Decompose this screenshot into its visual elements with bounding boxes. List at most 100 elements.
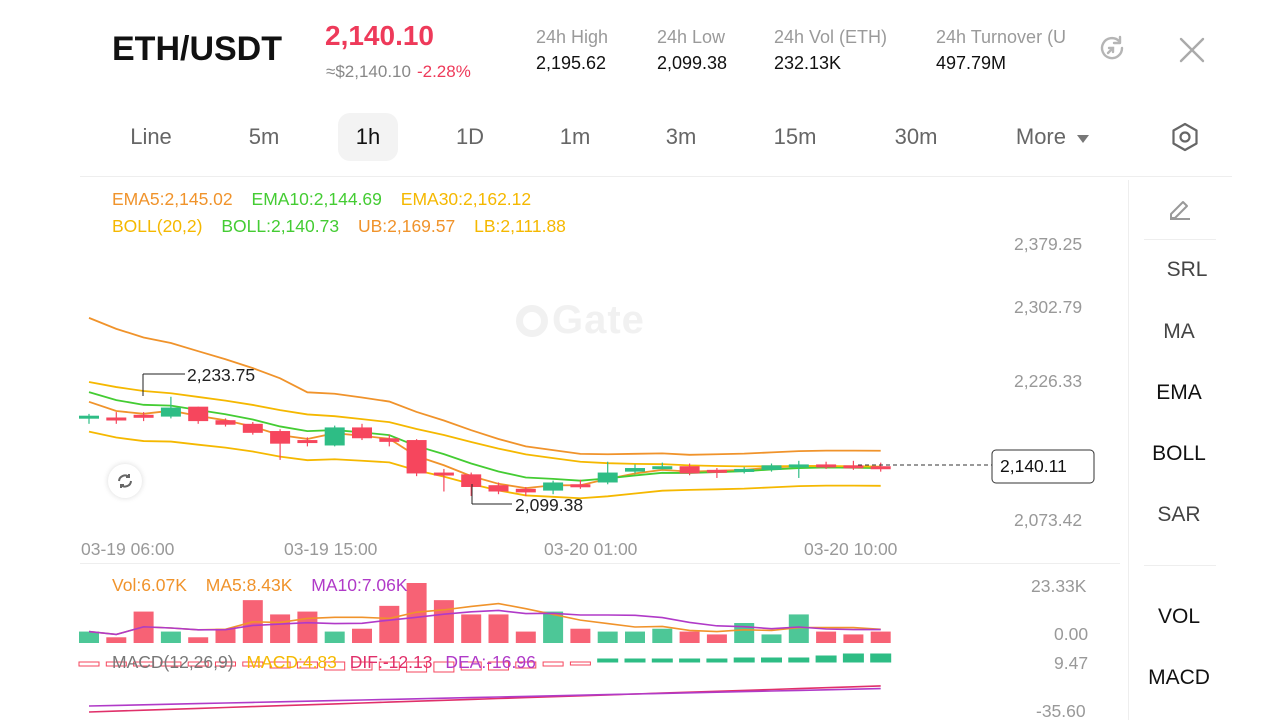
candle-body <box>488 485 509 492</box>
sidebar-divider-line <box>1144 239 1216 240</box>
boll-legend: BOLL(20,2) BOLL:2,140.73 UB:2,169.57 LB:… <box>112 216 566 237</box>
macd-bar <box>788 657 810 663</box>
stat-low-value: 2,099.38 <box>657 53 728 73</box>
candle-body <box>433 472 454 476</box>
tab-3m[interactable]: 3m <box>665 124 697 149</box>
macd-bar <box>406 661 428 673</box>
macd-dea-line <box>88 687 881 707</box>
macd-bar <box>733 657 755 663</box>
sidebar-item-macd[interactable]: MACD <box>1148 666 1210 689</box>
volume-bar <box>734 623 755 643</box>
candle-body <box>870 466 891 470</box>
stat-vol-label: 24h Vol (ETH) <box>774 27 888 47</box>
volume-bar <box>843 634 864 643</box>
gate-watermark: Gate <box>516 298 645 343</box>
tab-more[interactable]: More <box>1008 113 1098 161</box>
gate-logo-icon <box>516 305 548 337</box>
macd-y-tick: 9.47 <box>1054 653 1089 673</box>
volume-bar <box>870 631 891 643</box>
candle-body <box>788 464 809 468</box>
candle-body <box>406 440 427 474</box>
macd-bar <box>624 658 646 663</box>
candle-body <box>242 423 263 433</box>
macd-bar <box>242 661 264 667</box>
volume-bar <box>188 637 209 643</box>
candle-body <box>379 438 400 442</box>
volume-bar <box>570 628 591 643</box>
macd-bar <box>679 658 701 663</box>
macd-bar <box>569 661 591 666</box>
sidebar-item-vol[interactable]: VOL <box>1157 605 1201 628</box>
macd-legend: MACD(12,26,9) MACD:4.83 DIF:-12.13 DEA:-… <box>112 652 536 673</box>
vol-ma10-line <box>88 609 881 636</box>
candle-body <box>652 466 673 470</box>
vol-y-tick: 0.00 <box>1054 624 1089 644</box>
macd-params: MACD(12,26,9) <box>112 652 234 672</box>
stat-low-label: 24h Low <box>657 27 726 47</box>
low-marker-label: 2,099.38 <box>515 495 583 515</box>
stat-turnover-label: 24h Turnover (U <box>936 27 1067 47</box>
high-marker-label: 2,233.75 <box>187 365 255 385</box>
x-tick: 03-19 15:00 <box>284 539 378 559</box>
macd-bar <box>842 653 864 663</box>
tab-1h[interactable]: 1h <box>338 113 398 161</box>
macd-bar <box>597 658 619 663</box>
candle-body <box>160 407 181 417</box>
sidebar-item-boll[interactable]: BOLL <box>1152 442 1206 465</box>
gate-watermark-text: Gate <box>552 298 645 342</box>
macd-bar <box>460 661 482 671</box>
volume-bar <box>106 637 127 643</box>
volume-bar <box>324 631 345 643</box>
refresh-icon[interactable] <box>1096 34 1128 66</box>
candle-body <box>843 465 864 469</box>
sidebar-divider <box>1128 180 1129 720</box>
x-tick: 03-20 10:00 <box>804 539 898 559</box>
timeframe-tabs: Line 5m 1h 1D 1m 3m 15m 30m More <box>80 113 1240 161</box>
sidebar-item-sar[interactable]: SAR <box>1157 503 1201 526</box>
macd-bar <box>651 658 673 663</box>
candle-body <box>706 469 727 473</box>
sidebar-item-ma[interactable]: MA <box>1163 320 1195 343</box>
volume-bar <box>79 631 99 643</box>
reset-view-button[interactable] <box>108 464 142 498</box>
stat-high-label: 24h High <box>536 27 609 47</box>
volume-bar <box>160 631 181 643</box>
ema10-value: EMA10:2,144.69 <box>251 189 382 209</box>
macd-bar <box>296 661 318 669</box>
last-price-box <box>991 449 1095 484</box>
volume-bar <box>488 614 509 643</box>
x-tick: 03-20 01:00 <box>544 539 638 559</box>
caret-down-icon <box>1077 135 1090 143</box>
candle-body <box>543 482 564 491</box>
macd-bar <box>815 655 837 663</box>
macd-y-tick: -35.60 <box>1036 701 1086 721</box>
price-subline: ≈$2,140.10 -2.28% <box>326 62 471 82</box>
volume-divider <box>80 563 1120 564</box>
tab-15m[interactable]: 15m <box>773 124 817 149</box>
candle-body <box>106 417 127 421</box>
boll-params: BOLL(20,2) <box>112 216 203 236</box>
close-icon[interactable] <box>1178 36 1206 64</box>
sidebar-item-ema[interactable]: EMA <box>1156 381 1202 404</box>
volume-bar <box>625 631 645 643</box>
sidebar-item-srl[interactable]: SRL <box>1166 258 1208 281</box>
pencil-icon[interactable] <box>1166 194 1194 222</box>
hexagon-settings-icon[interactable] <box>1170 122 1200 152</box>
pair-title: ETH/USDT <box>112 30 282 68</box>
reset-view-icon <box>118 474 132 488</box>
tab-30m[interactable]: 30m <box>894 124 938 149</box>
tab-line[interactable]: Line <box>130 124 172 149</box>
boll-lb-value: LB:2,111.88 <box>474 216 566 236</box>
candle-body <box>625 468 645 472</box>
tab-1d[interactable]: 1D <box>455 124 485 149</box>
tab-5m[interactable]: 5m <box>248 124 280 149</box>
tab-1m[interactable]: 1m <box>559 124 591 149</box>
candle-body <box>515 488 536 493</box>
macd-bar <box>269 661 291 669</box>
stat-high-value: 2,195.62 <box>536 53 607 73</box>
volume-bar <box>706 634 727 643</box>
ema-legend: EMA5:2,145.02 EMA10:2,144.69 EMA30:2,162… <box>112 189 531 210</box>
volume-bar <box>433 600 454 643</box>
candle-body <box>461 474 482 487</box>
candle-body <box>597 472 618 483</box>
